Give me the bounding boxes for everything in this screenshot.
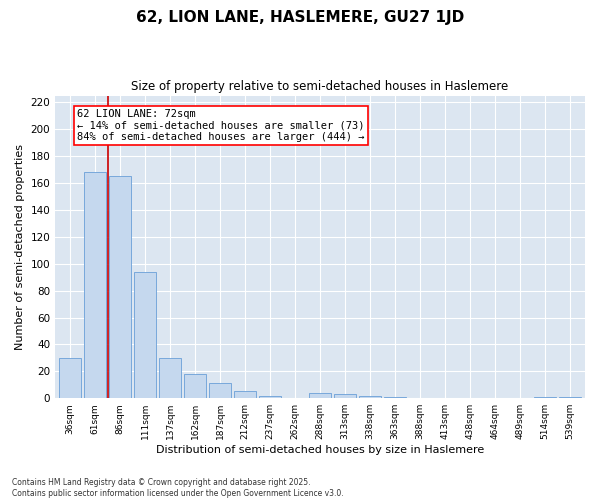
- Title: Size of property relative to semi-detached houses in Haslemere: Size of property relative to semi-detach…: [131, 80, 509, 93]
- Text: Contains HM Land Registry data © Crown copyright and database right 2025.
Contai: Contains HM Land Registry data © Crown c…: [12, 478, 344, 498]
- Bar: [309, 393, 331, 398]
- Bar: [134, 272, 157, 398]
- Bar: [259, 396, 281, 398]
- Bar: [234, 392, 256, 398]
- Bar: [109, 176, 131, 398]
- Bar: [159, 358, 181, 398]
- Text: 62 LION LANE: 72sqm
← 14% of semi-detached houses are smaller (73)
84% of semi-d: 62 LION LANE: 72sqm ← 14% of semi-detach…: [77, 109, 365, 142]
- Bar: [209, 384, 232, 398]
- Bar: [534, 397, 556, 398]
- Bar: [184, 374, 206, 398]
- Bar: [334, 394, 356, 398]
- Bar: [559, 397, 581, 398]
- Bar: [359, 396, 382, 398]
- Y-axis label: Number of semi-detached properties: Number of semi-detached properties: [15, 144, 25, 350]
- Bar: [59, 358, 82, 398]
- Bar: [84, 172, 106, 398]
- X-axis label: Distribution of semi-detached houses by size in Haslemere: Distribution of semi-detached houses by …: [156, 445, 484, 455]
- Bar: [384, 397, 406, 398]
- Text: 62, LION LANE, HASLEMERE, GU27 1JD: 62, LION LANE, HASLEMERE, GU27 1JD: [136, 10, 464, 25]
